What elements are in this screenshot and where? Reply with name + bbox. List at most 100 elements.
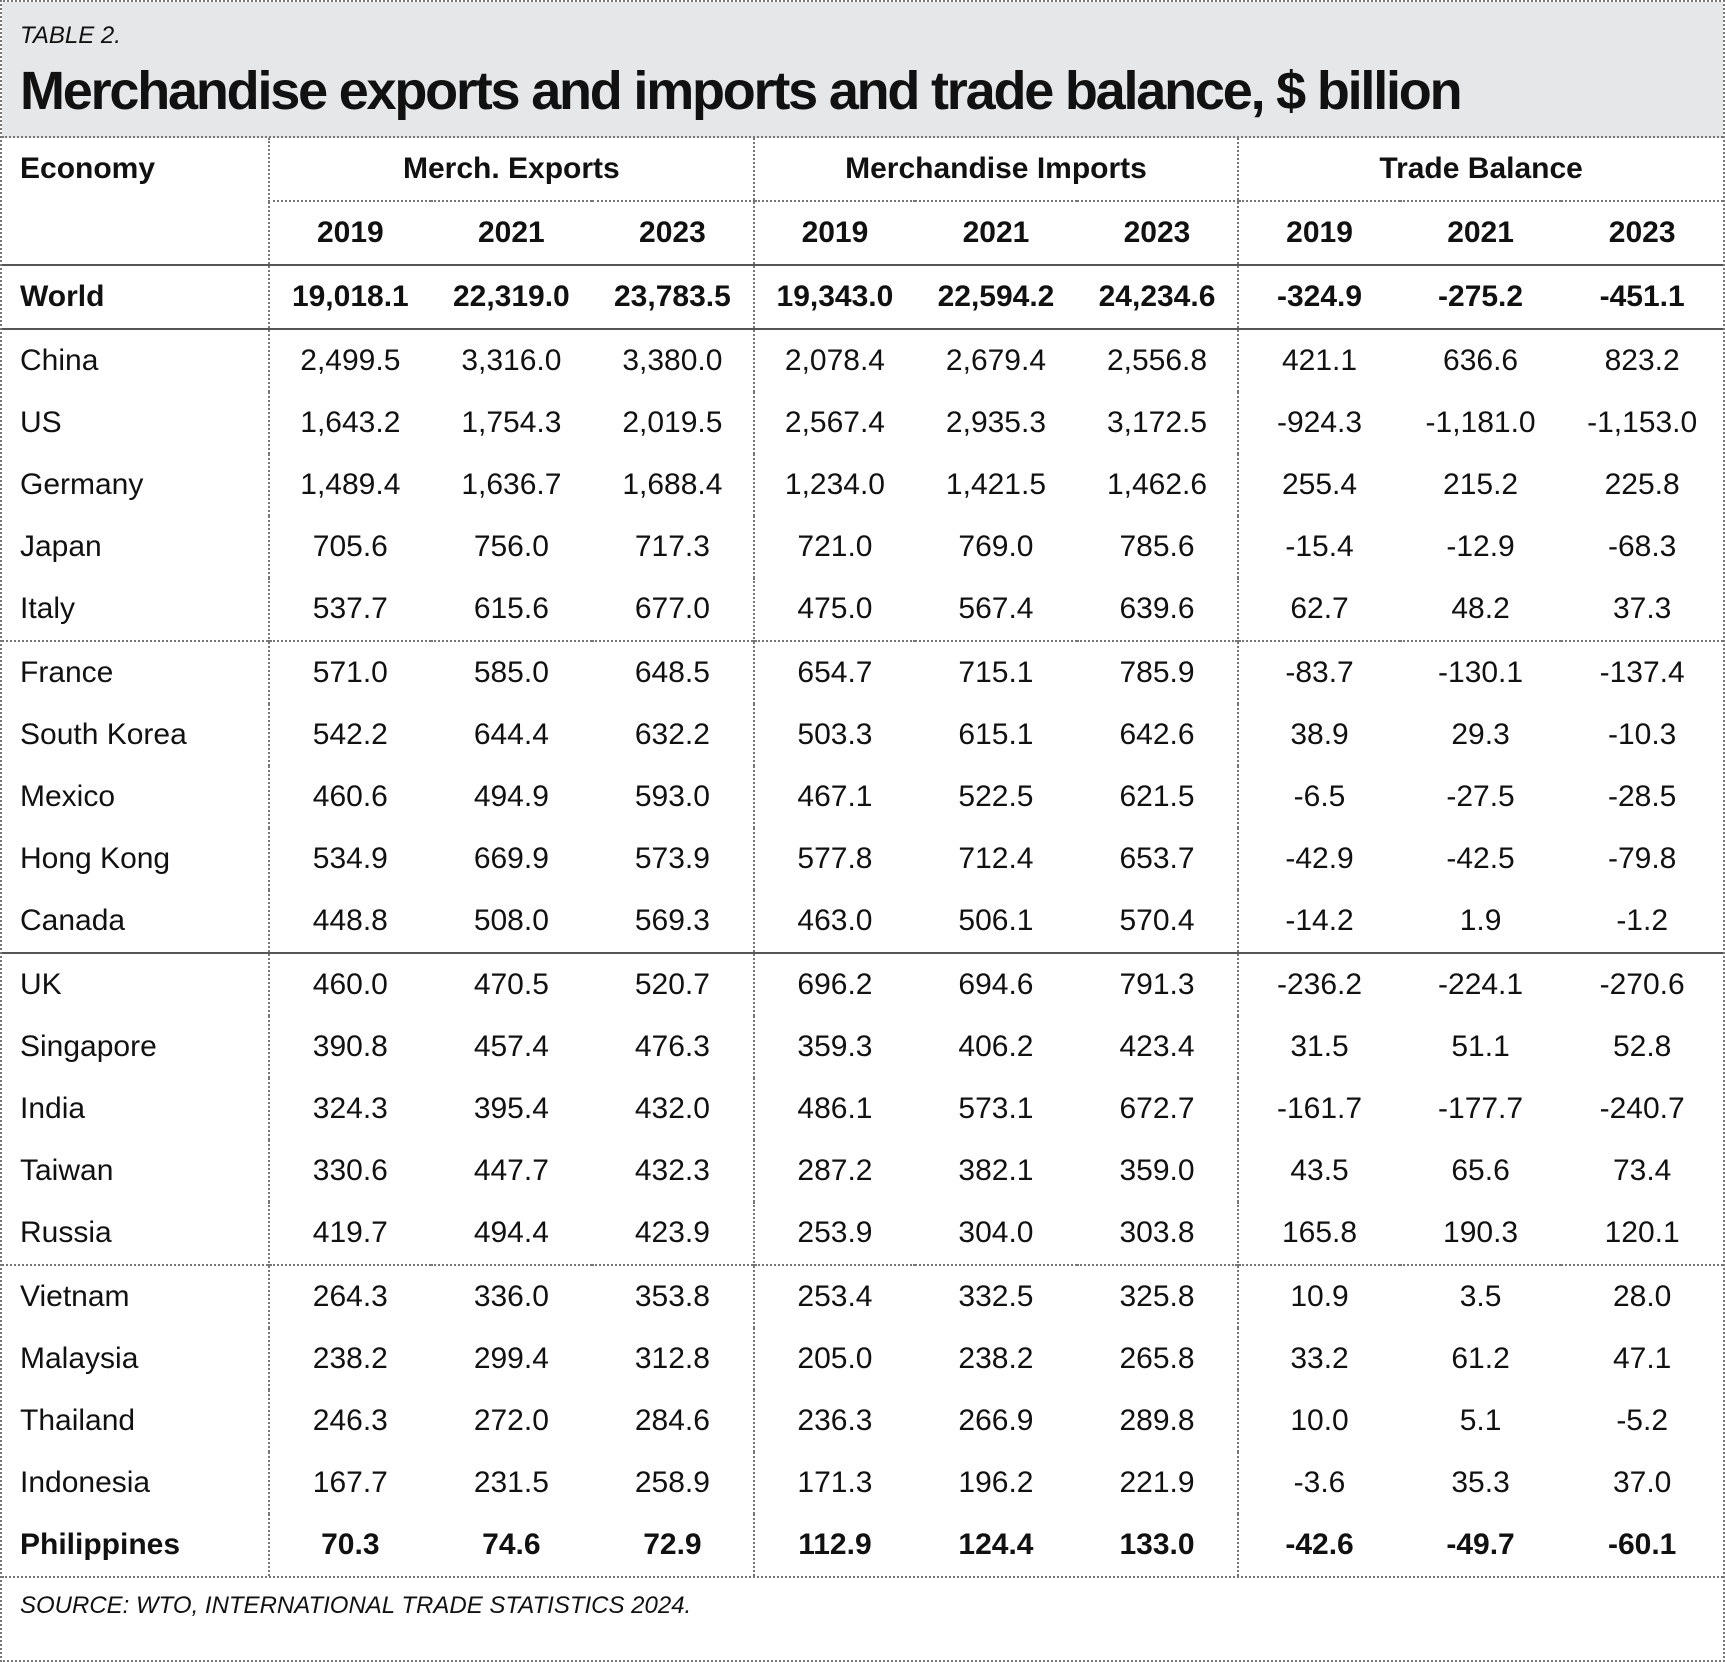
table-cell: -10.3 <box>1607 718 1677 751</box>
table-cell: 124.4 <box>958 1528 1034 1561</box>
table-cell: -161.7 <box>1237 1078 1400 1140</box>
table-cell: -5.2 <box>1616 1404 1669 1437</box>
table-cell: 717.3 <box>634 530 710 563</box>
economy-name: Germany <box>20 468 144 501</box>
table-cell: 696.2 <box>752 952 916 1016</box>
table-cell: 653.7 <box>1119 842 1195 875</box>
economy-name: South Korea <box>20 718 187 751</box>
table-cell: -79.8 <box>1607 842 1677 875</box>
economy-name: Mexico <box>20 780 116 813</box>
table-cell: 672.7 <box>1119 1092 1195 1125</box>
year-header: 2019 <box>1237 201 1400 265</box>
table-cell: 38.9 <box>1237 704 1400 766</box>
table-cell: 382.1 <box>958 1154 1034 1187</box>
year-header: 2023 <box>639 216 706 249</box>
table-cell: 522.5 <box>958 780 1034 813</box>
table-row: US 1,643.2 1,754.3 2,019.5 2,567.4 2,935.3 3,1… <box>2 392 1723 454</box>
table-cell: -324.9 <box>1237 264 1400 329</box>
table-cell: 1,489.4 <box>268 454 431 516</box>
table-cell: 460.6 <box>268 766 431 828</box>
table-cell: 52.8 <box>1612 1030 1672 1063</box>
year-header: 2021 <box>1447 216 1514 249</box>
table-cell: 1.9 <box>1459 904 1502 937</box>
economy-name: France <box>2 640 270 704</box>
table-cell: 266.9 <box>958 1404 1034 1437</box>
table-cell: 48.2 <box>1451 592 1510 625</box>
table-cell: 648.5 <box>592 640 754 704</box>
table-cell: 1,234.0 <box>752 454 916 516</box>
table-cell: 246.3 <box>268 1390 431 1452</box>
table-cell: 542.2 <box>268 704 431 766</box>
table-cell: 196.2 <box>958 1466 1034 1499</box>
group-header: Merchandise Imports <box>752 138 1239 202</box>
table-cell: 615.1 <box>958 718 1034 751</box>
table-cell: 1,754.3 <box>461 406 562 439</box>
table-row: Singapore 390.8 457.4 476.3 359.3 406.2 423.4 3… <box>2 1016 1723 1078</box>
table-cell: 31.5 <box>1237 1016 1400 1078</box>
table-cell: -15.4 <box>1237 516 1400 578</box>
table-cell: -240.7 <box>1599 1092 1685 1125</box>
table-row: India 324.3 395.4 432.0 486.1 573.1 672.7 -161.… <box>2 1078 1723 1140</box>
table-row: Philippines 70.3 74.6 72.9 112.9 124.4 133.0 -4… <box>2 1514 1723 1576</box>
table-cell: 721.0 <box>752 516 916 578</box>
economy-name: India <box>20 1092 86 1125</box>
economy-name: World <box>2 264 270 329</box>
table-cell: 165.8 <box>1237 1202 1400 1265</box>
table-cell: 35.3 <box>1451 1466 1510 1499</box>
table-cell: -3.6 <box>1237 1452 1400 1514</box>
table-cell: 19,343.0 <box>752 264 916 329</box>
table-cell: -6.5 <box>1237 766 1400 828</box>
table-cell: -1,153.0 <box>1587 406 1698 439</box>
table-cell: 2,499.5 <box>268 328 431 392</box>
table-cell: 3.5 <box>1399 1264 1562 1328</box>
table-cell: 73.4 <box>1612 1154 1672 1187</box>
table-cell: 632.2 <box>634 718 710 751</box>
table-cell: 494.9 <box>473 780 549 813</box>
table-cell: 43.5 <box>1237 1140 1400 1202</box>
table-cell: 395.4 <box>473 1092 549 1125</box>
table-cell: 463.0 <box>752 890 916 953</box>
table-cell: 312.8 <box>634 1342 710 1375</box>
economy-name: Japan <box>20 530 102 563</box>
table-cell: -42.9 <box>1237 828 1400 890</box>
header: TABLE 2. Merchandise exports and imports… <box>2 2 1723 138</box>
table-cell: 642.6 <box>1119 718 1195 751</box>
table-cell: 255.4 <box>1237 454 1400 516</box>
table-cell: 577.8 <box>752 828 916 890</box>
table-row: World 19,018.1 22,319.0 23,783.5 19,343.0 22,… <box>2 264 1723 329</box>
table-cell: 486.1 <box>752 1078 916 1140</box>
table-cell: 460.0 <box>268 952 431 1016</box>
table-cell: 3,380.0 <box>592 328 754 392</box>
table-cell: -177.7 <box>1438 1092 1524 1125</box>
table-cell: 265.8 <box>1119 1342 1195 1375</box>
table-cell: 677.0 <box>634 592 710 625</box>
table-cell: 2,679.4 <box>915 328 1077 392</box>
table-cell: -270.6 <box>1561 952 1723 1016</box>
table-cell: 264.3 <box>268 1264 431 1328</box>
table-cell: 715.1 <box>915 640 1077 704</box>
table-cell: 2,019.5 <box>622 406 723 439</box>
table-cell: 253.4 <box>752 1264 916 1328</box>
column-header: Economy <box>20 152 156 185</box>
table-cell: -42.5 <box>1446 842 1515 875</box>
table-cell: -451.1 <box>1561 264 1723 329</box>
economy-name: China <box>2 328 270 392</box>
table-cell: 475.0 <box>752 578 916 641</box>
table-row: Germany 1,489.4 1,636.7 1,688.4 1,234.0 1,421… <box>2 454 1723 516</box>
table-cell: 432.3 <box>634 1154 710 1187</box>
table-cell: 3,172.5 <box>1106 406 1208 439</box>
table-cell: 694.6 <box>915 952 1077 1016</box>
table-cell: 19,018.1 <box>268 264 431 329</box>
table-row: Mexico 460.6 494.9 593.0 467.1 522.5 621.5 -6.5… <box>2 766 1723 828</box>
table-cell: 51.1 <box>1451 1030 1510 1063</box>
year-header: 2021 <box>962 216 1030 249</box>
table-row: Taiwan 330.6 447.7 432.3 287.2 382.1 359.0 43.5… <box>2 1140 1723 1202</box>
table-row: Hong Kong 534.9 669.9 573.9 577.8 712.4 653.7 -… <box>2 828 1723 890</box>
table-cell: 2,567.4 <box>752 392 916 454</box>
economy-name: Hong Kong <box>20 842 171 875</box>
table-cell: 669.9 <box>473 842 549 875</box>
table-row: South Korea 542.2 644.4 632.2 503.3 615.1 642.… <box>2 704 1723 766</box>
table-row: Thailand 246.3 272.0 284.6 236.3 266.9 289.8 10… <box>2 1390 1723 1452</box>
table-cell: 231.5 <box>473 1466 549 1499</box>
table-cell: 419.7 <box>268 1202 431 1265</box>
